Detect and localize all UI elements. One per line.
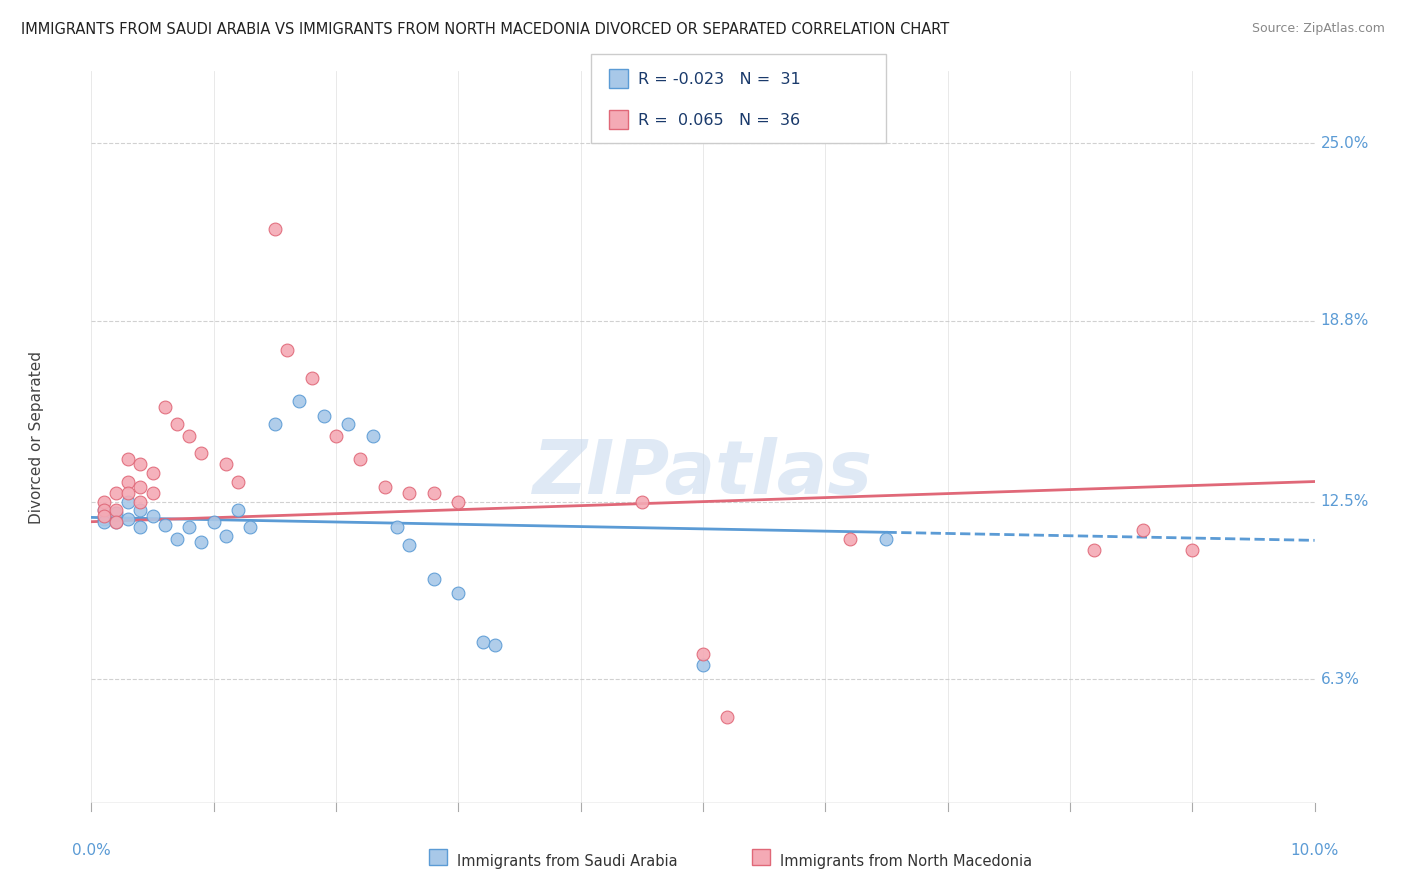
Point [692,658,714,673]
Text: 12.5%: 12.5% [1320,494,1369,509]
Point [276,343,298,357]
Point [93,515,115,529]
Point [692,647,714,661]
Point [141,466,163,480]
Text: R = -0.023   N =  31: R = -0.023 N = 31 [638,71,801,87]
Point [190,534,212,549]
Point [312,409,335,423]
Point [129,458,152,472]
Point [129,494,152,508]
Point [93,503,115,517]
Point [117,486,139,500]
Text: 6.3%: 6.3% [1320,672,1360,687]
Point [215,458,238,472]
Point [190,446,212,460]
Point [129,480,152,494]
Point [716,710,738,724]
Point [226,503,249,517]
Text: 25.0%: 25.0% [1320,136,1369,151]
Text: Source: ZipAtlas.com: Source: ZipAtlas.com [1251,22,1385,36]
Point [104,486,127,500]
Text: IMMIGRANTS FROM SAUDI ARABIA VS IMMIGRANTS FROM NORTH MACEDONIA DIVORCED OR SEPA: IMMIGRANTS FROM SAUDI ARABIA VS IMMIGRAN… [21,22,949,37]
Point [93,494,115,508]
Point [423,572,446,586]
Text: 18.8%: 18.8% [1320,313,1369,328]
Point [264,222,287,236]
Point [141,486,163,500]
Point [153,400,176,414]
Point [325,428,347,442]
Point [361,428,384,442]
Point [398,486,420,500]
Point [215,529,238,543]
Point [239,520,262,534]
Point [264,417,287,432]
Point [104,515,127,529]
Text: ZIPatlas: ZIPatlas [533,437,873,510]
Point [141,508,163,523]
Point [226,475,249,489]
Point [129,503,152,517]
Point [447,586,470,600]
Text: Immigrants from North Macedonia: Immigrants from North Macedonia [780,854,1032,869]
Point [166,532,188,546]
Point [1132,524,1154,538]
Text: Divorced or Separated: Divorced or Separated [30,351,44,524]
Text: Immigrants from Saudi Arabia: Immigrants from Saudi Arabia [457,854,678,869]
Point [104,515,127,529]
Point [166,417,188,432]
Point [349,451,371,466]
Point [471,635,494,649]
Text: R =  0.065   N =  36: R = 0.065 N = 36 [638,112,800,128]
Point [1181,543,1204,558]
Point [838,532,860,546]
Point [288,394,311,409]
Point [374,480,396,494]
Point [337,417,360,432]
Point [202,515,225,529]
Point [423,486,446,500]
Point [631,494,654,508]
Point [104,503,127,517]
Point [484,638,506,652]
Point [398,538,420,552]
Point [93,503,115,517]
Point [301,371,323,385]
Point [104,506,127,520]
Point [1083,543,1105,558]
Point [447,494,470,508]
Point [179,428,201,442]
Point [93,508,115,523]
Point [117,475,139,489]
Point [129,520,152,534]
Point [385,520,409,534]
Point [153,517,176,532]
Point [117,494,139,508]
Point [93,512,115,526]
Text: 10.0%: 10.0% [1291,843,1339,858]
Point [179,520,201,534]
Point [117,451,139,466]
Point [117,512,139,526]
Text: 0.0%: 0.0% [72,843,111,858]
Point [875,532,898,546]
